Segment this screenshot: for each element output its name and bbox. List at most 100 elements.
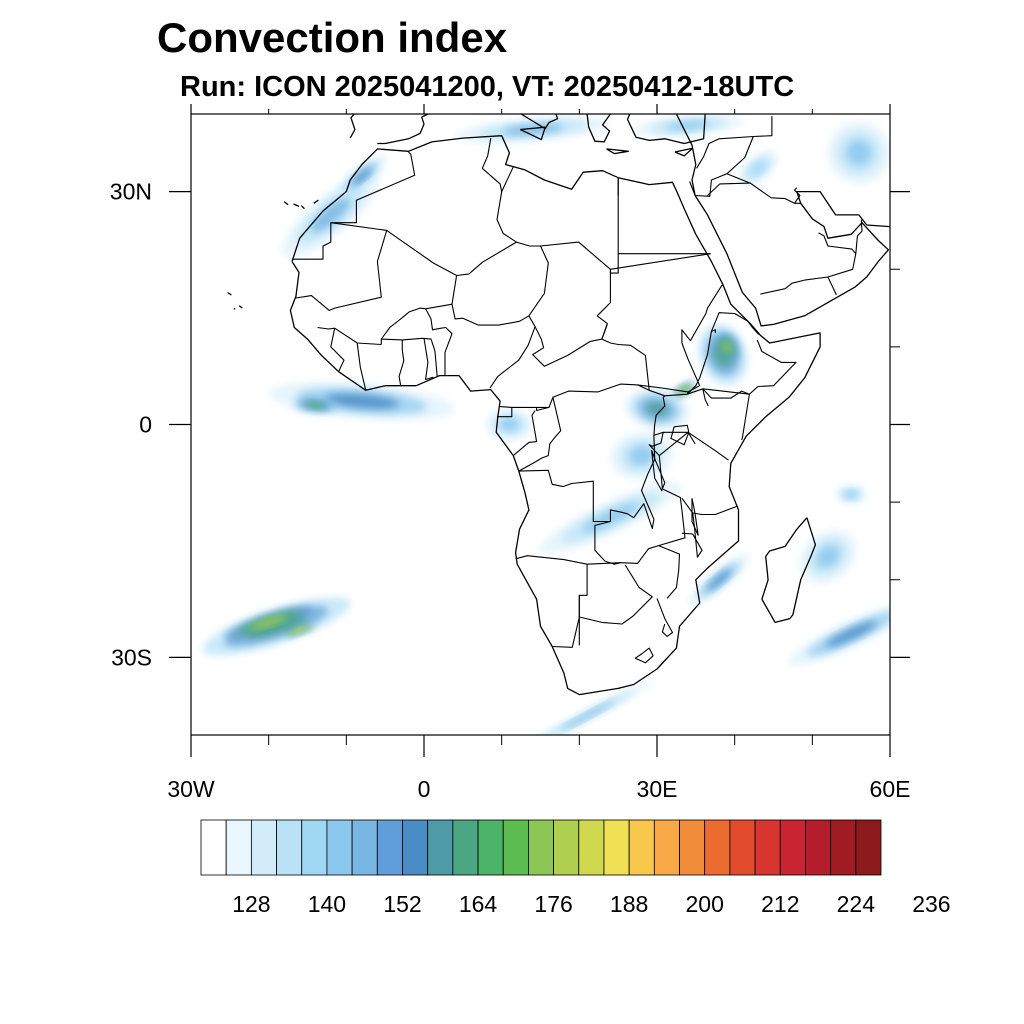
- field-levant-2: [750, 161, 766, 176]
- arabia-coastline: [675, 114, 890, 327]
- country-border-2: [295, 222, 388, 311]
- field-iran-2: [846, 140, 872, 166]
- axis-ticks: 30W 0 30E 60E 30N 0 30S: [110, 104, 911, 802]
- europe2-coastline: [377, 114, 429, 145]
- field-congo-east-2: [629, 446, 654, 466]
- country-border-50: [793, 187, 801, 204]
- colorbar-box: [528, 819, 554, 876]
- country-border-52: [760, 276, 837, 296]
- country-border-16: [330, 328, 345, 372]
- colorbar-box: [477, 819, 504, 876]
- country-border-6: [516, 177, 619, 274]
- colorbar-box: [628, 819, 655, 876]
- colorbar-label: 128: [232, 891, 270, 917]
- country-border-34: [658, 431, 729, 461]
- country-border-25: [653, 431, 696, 445]
- country-border-37: [637, 284, 723, 393]
- colorbar-box: [679, 819, 706, 876]
- island-1: [293, 203, 300, 207]
- colorbar-box: [830, 819, 857, 876]
- country-border-33: [692, 505, 738, 516]
- colorbar-box: [603, 819, 630, 876]
- africa-coastline: [289, 135, 821, 696]
- country-border-49: [707, 182, 751, 196]
- country-border-10: [444, 327, 453, 376]
- colorbar-box: [276, 819, 303, 876]
- country-border-26: [620, 432, 686, 564]
- country-border-5: [501, 166, 514, 192]
- field-mozambique-2: [706, 569, 732, 591]
- colorbar-label: 140: [308, 891, 346, 917]
- colorbar-box: [553, 819, 580, 876]
- country-border-35: [601, 324, 650, 391]
- field-morocco-band-2: [352, 167, 372, 185]
- country-border-12: [381, 337, 438, 377]
- colorbar-box: [729, 819, 756, 876]
- coastlines-and-borders: [227, 114, 890, 696]
- island-3: [313, 199, 319, 204]
- colorbar-label: 188: [610, 891, 648, 917]
- field-nw-africa-band-2: [311, 197, 351, 232]
- country-border-8: [528, 245, 611, 367]
- colorbar-box: [351, 819, 378, 876]
- colorbar-box: [301, 819, 328, 876]
- colorbar-box: [200, 819, 227, 876]
- colorbar-box: [250, 819, 277, 876]
- country-border-3: [380, 229, 458, 345]
- colorbar-box: [326, 819, 353, 876]
- field-gulf-core-2: [306, 401, 325, 409]
- country-border-53: [818, 232, 857, 278]
- colorbar-label: 224: [837, 891, 876, 917]
- chart-title: Convection index: [157, 14, 508, 61]
- field-s-atlantic-hot-2: [293, 627, 306, 633]
- lon-tick-label: 60E: [870, 776, 911, 802]
- country-border-48: [726, 173, 801, 204]
- field-cameroon-2: [500, 418, 519, 431]
- country-border-0: [355, 151, 416, 210]
- colorbar-box: [578, 819, 605, 876]
- field-gulf-of-guinea-2: [324, 393, 400, 409]
- country-border-21: [497, 407, 513, 418]
- country-border-40: [741, 394, 750, 441]
- country-border-44: [634, 647, 654, 664]
- field-e-med-2: [666, 121, 710, 131]
- country-border-9: [451, 304, 530, 326]
- country-border-30: [578, 564, 653, 625]
- colorbar-label: 200: [686, 891, 724, 917]
- island-2: [300, 205, 305, 210]
- lon-tick-label: 30W: [167, 776, 215, 802]
- country-border-4: [456, 138, 517, 277]
- lake-0: [670, 424, 690, 446]
- field-med-band-2: [501, 124, 564, 135]
- crete-coastline: [606, 148, 629, 155]
- lat-tick-label: 30S: [111, 644, 152, 670]
- field-s-atlantic-core-2: [250, 615, 287, 629]
- turkey-coastline: [626, 114, 706, 145]
- country-border-51: [753, 116, 773, 138]
- chart-subtitle: Run: ICON 2025041200, VT: 20250412-18UTC: [180, 71, 795, 103]
- colorbar: 128 140 152 164 176 188 200 212 224 236: [200, 819, 951, 917]
- country-border-29: [552, 564, 588, 648]
- field-madagascar-east-2: [816, 545, 840, 568]
- country-border-17: [317, 326, 382, 346]
- country-border-47: [695, 135, 754, 197]
- country-border-23: [518, 397, 562, 472]
- colorbar-label: 164: [459, 891, 498, 917]
- field-cape-band-2: [559, 700, 615, 731]
- lon-tick-label: 0: [418, 776, 431, 802]
- madagascar-coastline: [761, 517, 817, 624]
- country-border-31: [658, 545, 681, 599]
- island-0: [283, 201, 289, 206]
- country-border-11: [425, 308, 446, 331]
- colorbar-box: [502, 819, 529, 876]
- country-border-15: [356, 342, 367, 391]
- colorbar-box: [805, 819, 832, 876]
- country-border-19: [500, 383, 750, 408]
- colorbar-box: [855, 819, 882, 876]
- country-border-36: [610, 253, 711, 270]
- country-border-38: [686, 312, 760, 395]
- country-border-41: [702, 388, 750, 399]
- field-seychelles-2: [845, 490, 858, 499]
- country-border-46: [689, 181, 696, 196]
